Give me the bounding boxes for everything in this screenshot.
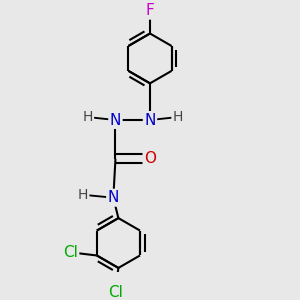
Text: O: O — [144, 152, 156, 166]
Text: N: N — [108, 190, 119, 205]
Text: H: H — [173, 110, 183, 124]
Text: F: F — [146, 3, 154, 18]
Text: N: N — [110, 112, 121, 128]
Text: Cl: Cl — [63, 245, 78, 260]
Text: N: N — [144, 112, 156, 128]
Text: H: H — [82, 110, 93, 124]
Text: H: H — [78, 188, 88, 202]
Text: Cl: Cl — [108, 285, 123, 300]
